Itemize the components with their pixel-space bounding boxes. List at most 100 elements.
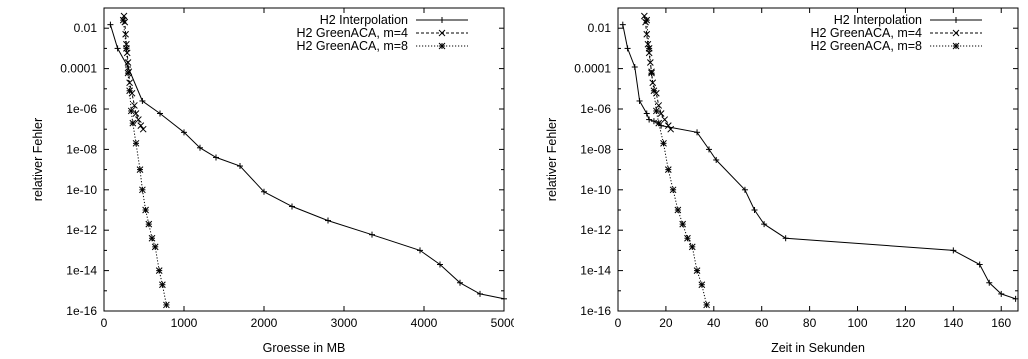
x-tick-label: 2000 — [251, 316, 278, 330]
data-point-series-1 — [139, 125, 147, 133]
data-point-series-1 — [126, 79, 133, 87]
data-point-series-0 — [477, 290, 483, 297]
data-point-series-1 — [644, 40, 652, 48]
data-point-series-2 — [674, 206, 682, 214]
data-point-series-2 — [159, 281, 166, 289]
legend-label-2: H2 GreenACA, m=8 — [296, 39, 408, 53]
data-point-series-1 — [655, 102, 663, 109]
data-point-series-2 — [688, 243, 696, 251]
data-point-series-0 — [501, 295, 507, 302]
data-point-series-1 — [667, 125, 675, 133]
data-point-series-2 — [123, 45, 130, 52]
data-point-series-2 — [127, 107, 135, 115]
data-point-series-0 — [289, 203, 295, 210]
data-point-series-2 — [139, 186, 146, 194]
y-tick-label: 1e-06 — [580, 102, 611, 116]
y-tick-label: 1e-12 — [66, 223, 97, 237]
data-point-series-2 — [645, 45, 653, 52]
x-tick-label: 120 — [895, 316, 915, 330]
data-point-series-0 — [237, 163, 243, 170]
x-tick-label: 40 — [707, 316, 721, 330]
y-tick-label: 1e-14 — [66, 264, 97, 278]
data-point-series-0 — [417, 247, 423, 254]
legend-marker-2 — [952, 42, 960, 50]
legend-label-0: H2 Interpolation — [834, 13, 922, 27]
y-axis-label: relativer Fehler — [545, 118, 559, 201]
x-tick-label: 4000 — [411, 316, 438, 330]
error-vs-size-chart: 0 1000 2000 3000 4000 5000 1e-16 1e-14 1e-12 1e-1… — [31, 7, 514, 355]
series-line-1 — [123, 15, 144, 130]
data-point-series-2 — [703, 301, 710, 309]
y-tick-label: 1e-08 — [580, 142, 611, 156]
data-point-series-0 — [1012, 295, 1019, 302]
data-point-series-1 — [664, 122, 672, 129]
data-point-series-0 — [706, 146, 713, 153]
plot-frame — [103, 7, 505, 312]
data-point-series-0 — [325, 217, 331, 224]
data-point-series-2 — [655, 119, 663, 127]
data-point-series-2 — [648, 69, 655, 77]
data-point-series-0 — [624, 45, 631, 52]
data-point-series-0 — [636, 97, 643, 104]
y-tick-label: 1e-16 — [66, 304, 97, 318]
data-point-series-0 — [139, 97, 146, 104]
data-point-series-2 — [145, 220, 153, 228]
data-point-series-2 — [660, 139, 667, 147]
data-point-series-2 — [132, 139, 140, 147]
data-point-series-1 — [661, 116, 669, 123]
plot-frame — [617, 7, 1019, 312]
data-point-series-2 — [698, 281, 706, 289]
data-point-series-0 — [157, 110, 163, 117]
data-point-series-2 — [693, 267, 701, 274]
data-point-series-0 — [643, 110, 650, 117]
x-tick-label: 0 — [615, 316, 622, 330]
x-axis-label: Zeit in Sekunden — [771, 341, 865, 355]
data-point-series-2 — [650, 87, 658, 95]
data-point-series-2 — [124, 69, 132, 77]
data-point-series-0 — [457, 279, 463, 286]
x-tick-label: 1000 — [171, 316, 198, 330]
data-point-series-0 — [650, 118, 657, 125]
data-point-series-2 — [679, 220, 687, 228]
data-point-series-2 — [126, 87, 133, 95]
x-tick-label: 0 — [101, 316, 108, 330]
data-point-series-0 — [181, 129, 187, 136]
series-line-0 — [109, 24, 505, 300]
y-tick-label: 1e-10 — [66, 183, 97, 197]
data-point-series-0 — [369, 231, 375, 238]
data-point-series-2 — [148, 234, 156, 242]
y-tick-label: 1e-14 — [580, 264, 611, 278]
data-point-series-2 — [643, 16, 651, 24]
data-point-series-0 — [998, 290, 1005, 297]
data-point-series-0 — [197, 144, 203, 151]
data-point-series-2 — [155, 267, 163, 274]
data-point-series-2 — [669, 186, 677, 194]
data-point-series-2 — [684, 234, 691, 242]
legend-marker-0 — [439, 17, 445, 23]
data-point-series-2 — [652, 107, 660, 115]
data-point-series-0 — [761, 221, 768, 228]
y-tick-label: 1e-08 — [66, 142, 97, 156]
data-point-series-0 — [976, 261, 983, 268]
data-point-series-2 — [151, 243, 159, 251]
y-tick-label: 1e-12 — [580, 223, 611, 237]
data-point-series-0 — [261, 188, 267, 195]
x-tick-label: 160 — [991, 316, 1011, 330]
legend-label-2: H2 GreenACA, m=8 — [810, 39, 922, 53]
data-point-series-2 — [129, 119, 137, 127]
data-point-series-0 — [782, 235, 789, 242]
data-point-series-0 — [713, 156, 720, 163]
legend-marker-1 — [438, 29, 446, 37]
data-point-series-2 — [142, 206, 149, 214]
series-line-2 — [122, 20, 167, 305]
data-point-series-0 — [986, 279, 993, 286]
data-point-series-0 — [114, 45, 121, 52]
y-tick-label: 0.0001 — [60, 62, 97, 76]
x-tick-label: 5000 — [491, 316, 514, 330]
data-point-series-1 — [122, 30, 129, 38]
data-point-series-2 — [136, 166, 144, 173]
x-tick-label: 100 — [848, 316, 868, 330]
data-point-series-1 — [643, 30, 651, 38]
legend-marker-0 — [953, 17, 959, 23]
y-tick-label: 0.01 — [588, 21, 612, 35]
